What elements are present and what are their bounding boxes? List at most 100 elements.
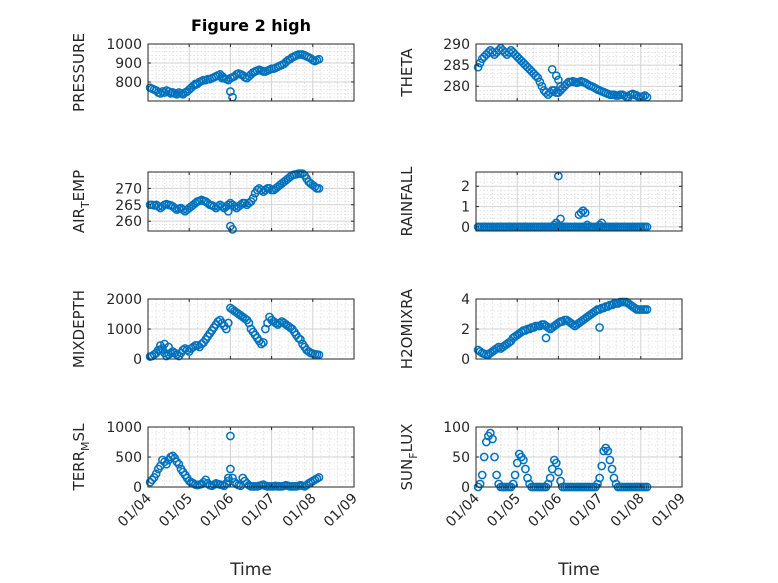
data-point: [162, 459, 171, 469]
ytick-label: 50: [452, 450, 470, 466]
ytick-label: 0: [461, 480, 470, 496]
ylabel-rest: SL: [70, 423, 88, 442]
data-point: [547, 64, 557, 74]
data-point: [595, 473, 604, 483]
data-point: [256, 339, 266, 349]
data-point: [172, 89, 182, 99]
data-point: [314, 350, 324, 360]
ylabel: RAINFALL: [398, 166, 416, 237]
ylabel-main: H2OMIXRA: [398, 288, 416, 369]
data-point: [578, 206, 588, 216]
ytick-label: 270: [115, 181, 142, 197]
data-point: [236, 200, 246, 210]
xlabel: Time: [229, 560, 272, 580]
data-point: [310, 182, 320, 192]
data-point: [531, 71, 541, 81]
data-point: [174, 459, 184, 469]
data-point: [314, 473, 324, 482]
data-point: [549, 220, 559, 230]
panel-rainfall: 0 1 2 RAINFALL: [398, 166, 683, 237]
data-point: [217, 202, 227, 211]
data-point: [226, 431, 235, 441]
data-point: [261, 185, 270, 195]
ylabel-main: MIXDEPTH: [70, 290, 88, 368]
data-point: [595, 323, 604, 332]
ytick-label: 500: [115, 450, 142, 466]
series-points: [145, 431, 324, 491]
ytick-label: 285: [443, 58, 470, 74]
ytick-label: 0: [461, 220, 470, 236]
data-point: [294, 333, 303, 343]
axes-frame: [475, 171, 683, 232]
axes-frame: [147, 171, 355, 232]
data-point: [554, 467, 563, 477]
series-points: [145, 303, 324, 361]
ylabel-main: PRESSURE: [70, 33, 88, 112]
data-point: [226, 464, 235, 474]
data-point: [156, 345, 165, 355]
axes-frame: [147, 43, 355, 102]
data-point: [533, 73, 543, 83]
data-point: [168, 88, 178, 97]
data-point: [551, 71, 561, 81]
data-point: [217, 73, 227, 83]
ytick-label: 1: [461, 200, 470, 216]
ylabel-subscript: F: [407, 452, 420, 458]
ylabel: H2OMIXRA: [398, 288, 416, 369]
data-point: [582, 220, 592, 230]
ylabel-main: RAINFALL: [398, 166, 416, 237]
ytick-label: 4: [461, 292, 470, 308]
data-point: [265, 184, 274, 193]
data-point: [607, 300, 617, 310]
axes-background: [475, 171, 683, 232]
data-point: [473, 62, 483, 72]
data-point: [545, 473, 555, 483]
ytick-label: 2: [461, 322, 470, 338]
ytick-label: 0: [133, 480, 142, 496]
ytick-label: 1000: [106, 322, 142, 338]
ytick-label: 100: [443, 420, 470, 436]
series-points: [145, 50, 324, 102]
data-point: [537, 81, 547, 91]
data-point: [172, 457, 182, 467]
data-point: [494, 342, 504, 352]
data-point: [556, 214, 565, 224]
data-point: [160, 457, 169, 467]
ytick-label: 1000: [106, 37, 142, 53]
data-point: [535, 77, 545, 87]
panel-pressure: 800 900 1000 PRESSURE Figure 2 high: [70, 16, 355, 112]
ylabel-subscript: T: [79, 201, 92, 209]
data-point: [213, 317, 223, 326]
data-point: [151, 469, 161, 479]
panel-h2omixra: 0 2 4 H2OMIXRA: [398, 288, 683, 369]
ytick-label: 800: [115, 75, 142, 91]
data-point: [640, 91, 650, 100]
ylabel: THETA: [398, 48, 416, 98]
ytick-label: 265: [115, 198, 142, 214]
data-point: [223, 473, 233, 483]
ylabel: AIRTEMP: [70, 170, 92, 233]
ytick-label: 260: [115, 214, 142, 230]
data-point: [605, 455, 615, 465]
data-point: [226, 87, 235, 96]
ytick-label: 290: [443, 37, 470, 53]
axes-frame: [475, 43, 683, 102]
data-point: [244, 198, 254, 208]
data-point: [223, 318, 233, 328]
data-point: [510, 470, 520, 480]
ylabel-rest: LUX: [398, 424, 416, 453]
data-point: [228, 473, 237, 483]
data-point: [603, 446, 613, 456]
data-point: [170, 203, 180, 213]
data-point: [172, 350, 182, 359]
data-point: [479, 452, 489, 462]
data-point: [188, 342, 198, 352]
data-point: [607, 464, 617, 474]
ylabel: MIXDEPTH: [70, 290, 88, 368]
data-point: [168, 451, 178, 461]
data-point: [223, 206, 233, 216]
data-point: [558, 317, 567, 326]
data-point: [597, 218, 607, 228]
